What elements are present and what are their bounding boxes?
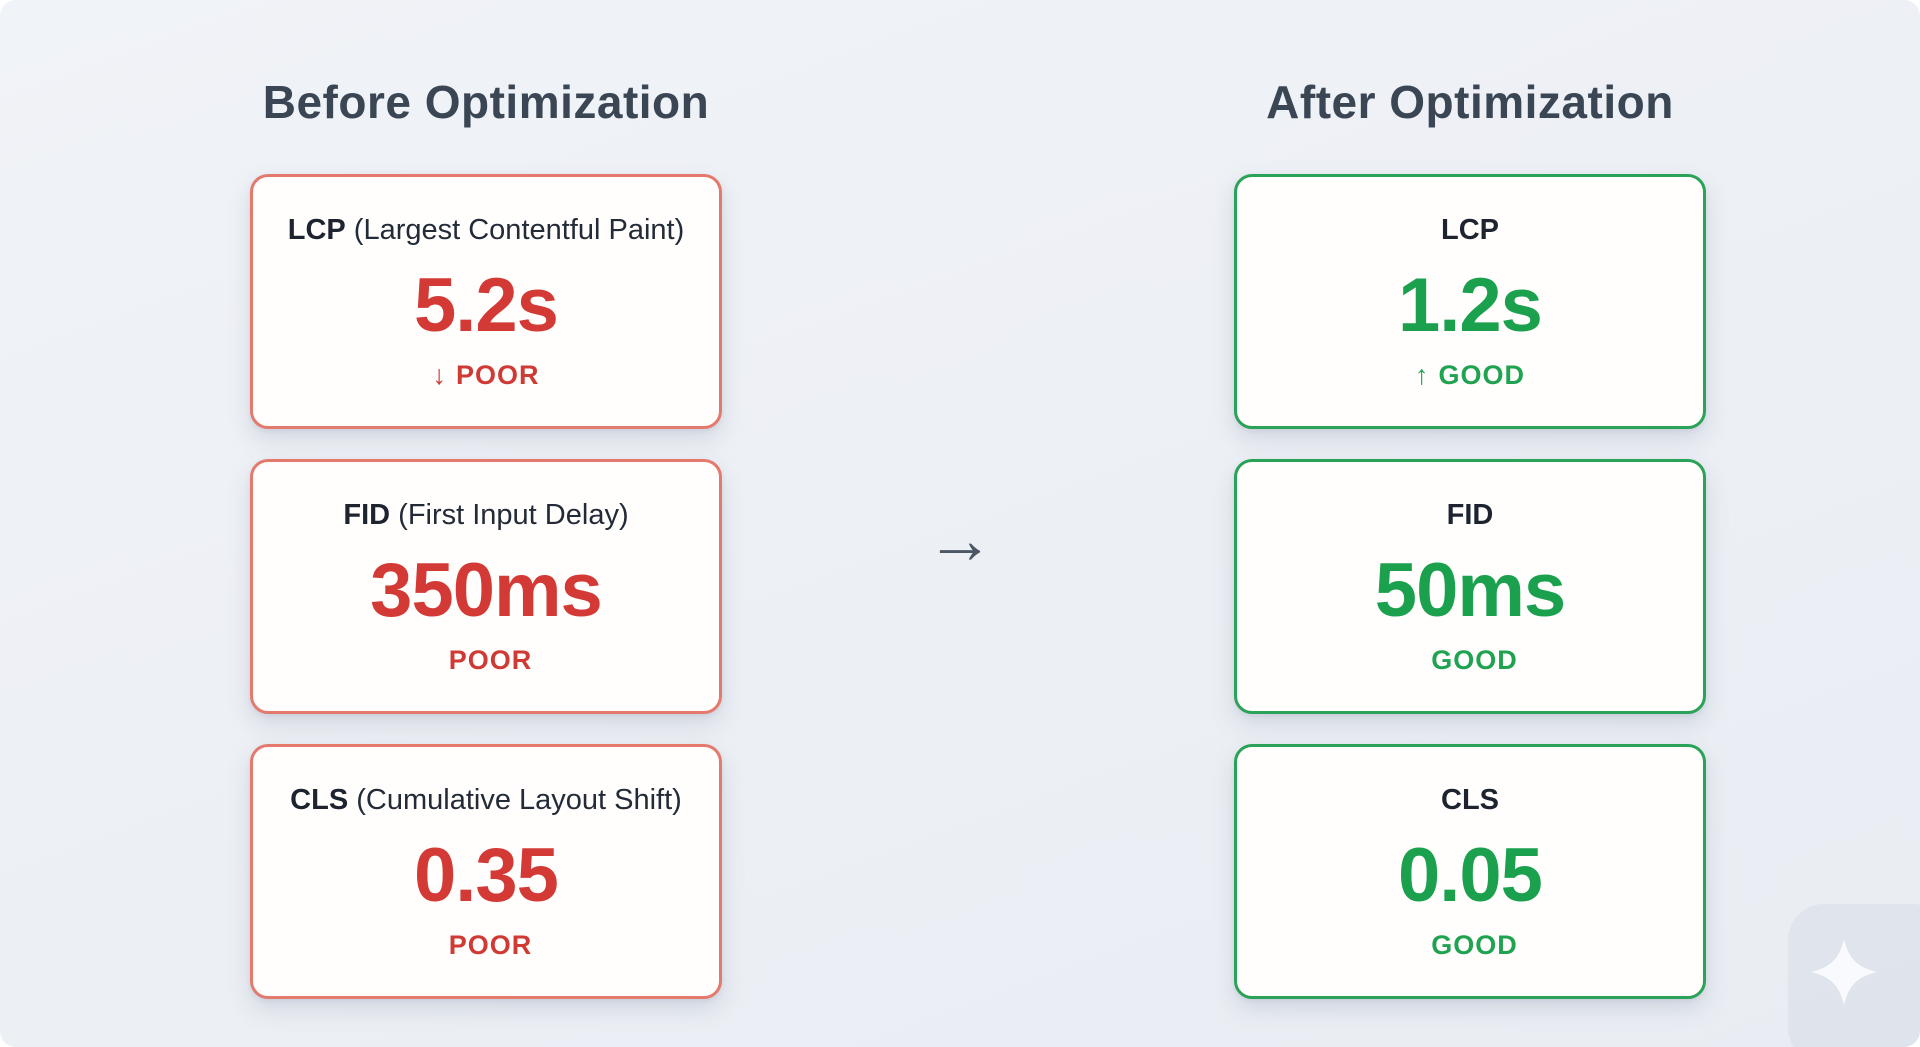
- metric-abbr: LCP: [1441, 214, 1499, 247]
- metric-title: LCP: [1441, 212, 1499, 248]
- right-arrow-icon: →: [926, 502, 994, 578]
- metric-card-lcp-before: LCP (Largest Contentful Paint) 5.2s ↓ PO…: [250, 174, 722, 430]
- status-label: POOR: [448, 645, 533, 676]
- status-label: GOOD: [1431, 645, 1518, 676]
- metric-abbr: LCP: [287, 214, 346, 247]
- metric-abbr: FID: [343, 499, 391, 532]
- metric-abbr: CLS: [1441, 784, 1499, 817]
- status-label: POOR: [455, 360, 540, 391]
- metric-card-lcp-after: LCP 1.2s ↑ GOOD: [1234, 174, 1706, 430]
- status-badge: GOOD: [1422, 645, 1518, 676]
- metric-value: 5.2s: [414, 263, 559, 349]
- metric-card-cls-after: CLS 0.05 GOOD: [1234, 744, 1706, 1000]
- metric-value: 50ms: [1374, 548, 1566, 634]
- metric-abbr: FID: [1446, 499, 1494, 532]
- metric-title: LCP (Largest Contentful Paint): [288, 212, 685, 248]
- metric-value: 1.2s: [1398, 263, 1543, 349]
- metric-value: 0.35: [414, 833, 559, 919]
- metric-title: CLS (Cumulative Layout Shift): [290, 782, 682, 818]
- status-label: GOOD: [1431, 930, 1518, 961]
- status-badge: ↓ POOR: [432, 360, 539, 391]
- metric-title: CLS: [1441, 782, 1499, 818]
- metric-fullname: (First Input Delay): [398, 499, 629, 532]
- metric-card-cls-before: CLS (Cumulative Layout Shift) 0.35 POOR: [250, 744, 722, 1000]
- after-heading: After Optimization: [1266, 76, 1674, 128]
- status-badge: ↑ GOOD: [1415, 360, 1525, 391]
- metric-value: 0.05: [1398, 833, 1543, 919]
- metric-card-fid-after: FID 50ms GOOD: [1234, 459, 1706, 715]
- status-badge: POOR: [440, 645, 533, 676]
- metric-title: FID: [1447, 497, 1494, 533]
- status-badge: POOR: [440, 930, 533, 961]
- after-column: After Optimization LCP 1.2s ↑ GOOD FID 5…: [1234, 74, 1706, 1029]
- metric-value: 350ms: [370, 548, 603, 634]
- sparkle-icon: [1811, 939, 1877, 1005]
- metric-fullname: (Largest Contentful Paint): [353, 214, 685, 247]
- before-column: Before Optimization LCP (Largest Content…: [250, 74, 722, 1029]
- status-badge: GOOD: [1422, 930, 1518, 961]
- trend-down-icon: ↓: [432, 360, 447, 391]
- status-label: POOR: [448, 930, 533, 961]
- trend-up-icon: ↑: [1414, 360, 1430, 391]
- metric-fullname: (Cumulative Layout Shift): [356, 784, 682, 817]
- status-label: GOOD: [1438, 360, 1525, 391]
- metric-abbr: CLS: [290, 784, 349, 817]
- metric-card-fid-before: FID (First Input Delay) 350ms POOR: [250, 459, 722, 715]
- metric-title: FID (First Input Delay): [343, 497, 628, 533]
- before-heading: Before Optimization: [262, 76, 710, 128]
